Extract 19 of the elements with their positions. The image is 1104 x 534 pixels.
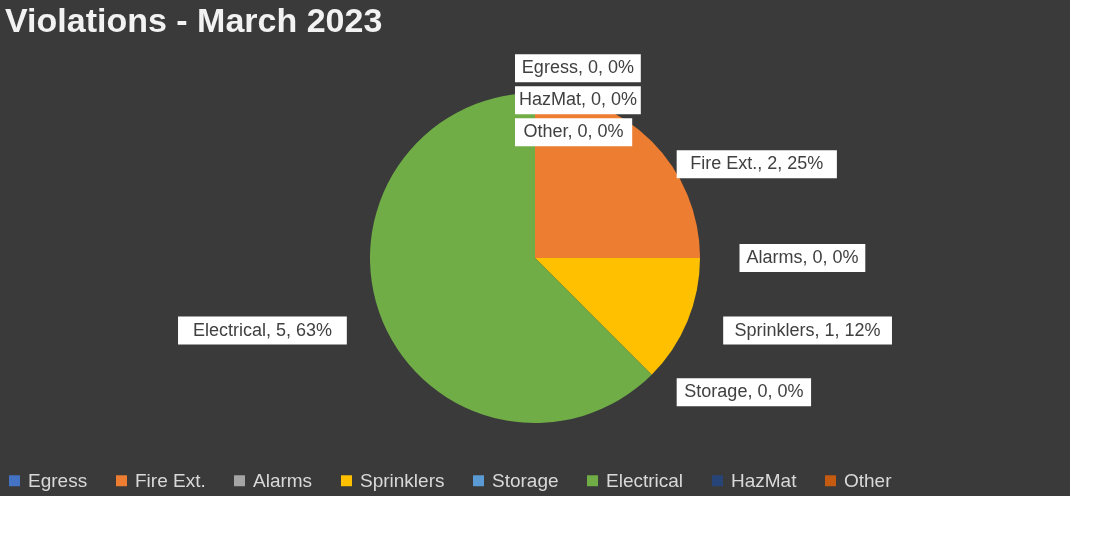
data-label: Fire Ext., 2, 25% <box>690 153 824 174</box>
legend-label: Electrical <box>606 469 684 491</box>
pie-slice <box>370 93 652 423</box>
legend-label: Sprinklers <box>360 469 445 491</box>
data-label: Electrical, 5, 63% <box>192 319 332 340</box>
text: Egress, 0, 0% <box>521 57 634 78</box>
pie-slice <box>535 258 700 375</box>
text: Alarms, 0, 0% <box>746 247 859 267</box>
text: Storage, 0, 0% <box>684 381 804 402</box>
legend-label: Storage <box>492 469 559 491</box>
legend-label: Alarms <box>253 469 313 491</box>
text: Other, 0, 0% <box>523 121 624 142</box>
legend-label: Other <box>844 469 893 491</box>
legend-label: Fire Ext. <box>135 469 206 491</box>
legend-label: HazMat <box>731 469 798 491</box>
chart-title: Violations - March 2023 <box>5 1 383 39</box>
text: HazMat, 0, 0% <box>518 89 637 110</box>
legend-label: Egress <box>28 469 88 491</box>
data-label: Sprinklers, 1, 12% <box>734 319 881 340</box>
